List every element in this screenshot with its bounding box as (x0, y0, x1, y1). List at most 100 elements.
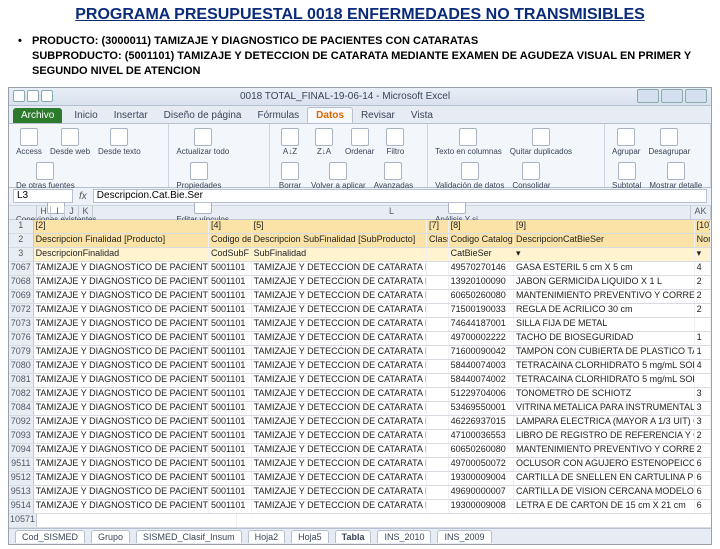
cell[interactable]: TONOMETRO DE SCHIOTZ (514, 388, 695, 401)
cell[interactable]: 19300009004 (449, 472, 514, 485)
cell[interactable] (427, 304, 449, 317)
ribbon-button[interactable]: Agrupar (610, 127, 642, 157)
ribbon-button[interactable]: Filtro (380, 127, 410, 157)
cell[interactable]: 49570270146 (449, 262, 514, 275)
cell[interactable]: 3 (695, 388, 711, 401)
row-num[interactable]: 3 (9, 248, 34, 261)
cell[interactable]: ▾ (695, 248, 711, 261)
sheet-tab[interactable]: Hoja5 (291, 530, 329, 543)
cell[interactable] (427, 444, 449, 457)
cell[interactable]: 4 (695, 360, 711, 373)
cell[interactable]: ▾ (514, 248, 695, 261)
maximize-icon[interactable] (661, 89, 683, 103)
cell[interactable]: 5001101 (209, 416, 252, 429)
cell[interactable]: CodSubF (209, 248, 252, 261)
ribbon-button[interactable]: Quitar duplicados (508, 127, 574, 157)
cell[interactable]: 6 (695, 472, 711, 485)
cell[interactable]: TAMIZAJE Y DETECCION DE CATARATA MEDIANT… (252, 276, 427, 289)
cell[interactable]: 5001101 (209, 346, 252, 359)
cell[interactable]: TAMIZAJE Y DETECCION DE CATARATA MEDIANT… (252, 430, 427, 443)
minimize-icon[interactable] (637, 89, 659, 103)
cell[interactable] (427, 248, 449, 261)
cell[interactable]: Codigo Catalogo Bienes y SERVICIOS [MEF] (449, 234, 514, 247)
cell[interactable]: 74644187001 (449, 318, 514, 331)
cell[interactable]: 5001101 (209, 360, 252, 373)
row-num[interactable]: 7082 (9, 388, 34, 401)
cell[interactable]: 58440074002 (449, 374, 514, 387)
ribbon-button[interactable]: Desde web (48, 127, 92, 157)
cell[interactable]: OCLUSOR CON AGUJERO ESTENOPEICO (514, 458, 695, 471)
row-num[interactable]: 10571 (9, 514, 37, 527)
ribbon-button[interactable]: Volver a aplicar (309, 161, 368, 191)
cell[interactable]: TAMIZAJE Y DIAGNOSTICO DE PACIENTES CON (34, 346, 209, 359)
undo-icon[interactable] (27, 90, 39, 102)
row-num[interactable]: 7084 (9, 402, 34, 415)
ribbon-button[interactable]: Avanzadas (372, 161, 415, 191)
cell[interactable]: TAMIZAJE Y DETECCION DE CATARATA MEDIANT… (252, 416, 427, 429)
file-menu[interactable]: Archivo (13, 108, 62, 123)
column-headers[interactable]: H I J K L AK (9, 206, 711, 220)
cell[interactable]: TAMIZAJE Y DETECCION DE CATARATA MEDIANT… (252, 486, 427, 499)
cell[interactable]: 5001101 (209, 388, 252, 401)
cell[interactable] (427, 318, 449, 331)
cell[interactable]: [10] (695, 220, 711, 233)
row-num[interactable]: 9512 (9, 472, 34, 485)
cell[interactable]: 49700002222 (449, 332, 514, 345)
close-icon[interactable] (685, 89, 707, 103)
ribbon-button[interactable]: Access (14, 127, 44, 157)
cell[interactable] (427, 402, 449, 415)
cell[interactable]: TAMIZAJE Y DETECCION DE CATARATA MEDIANT… (252, 346, 427, 359)
ribbon-button[interactable]: Mostrar detalle (647, 161, 704, 191)
row-num[interactable]: 2 (9, 234, 34, 247)
cell[interactable]: TAMIZAJE Y DETECCION DE CATARATA MEDIANT… (252, 332, 427, 345)
cell[interactable]: TAMIZAJE Y DIAGNOSTICO DE PACIENTES CON (34, 472, 209, 485)
cell[interactable]: 3 (695, 416, 711, 429)
cell[interactable]: TAMIZAJE Y DIAGNOSTICO DE PACIENTES CON (34, 276, 209, 289)
window-controls[interactable] (637, 89, 707, 103)
cell[interactable]: SubFinalidad (252, 248, 427, 261)
cell[interactable]: 71600090042 (449, 346, 514, 359)
cell[interactable] (695, 318, 711, 331)
cell[interactable]: DescripcionCatBieSer (514, 234, 695, 247)
cell[interactable]: TAMIZAJE Y DETECCION DE CATARATA MEDIANT… (252, 388, 427, 401)
cell[interactable]: TAMIZAJE Y DETECCION DE CATARATA MEDIANT… (252, 290, 427, 303)
name-box[interactable]: L3 (13, 189, 73, 203)
cell[interactable]: TAMIZAJE Y DIAGNOSTICO DE PACIENTES CON (34, 332, 209, 345)
row-num[interactable]: 7068 (9, 276, 34, 289)
ribbon-tab[interactable]: Datos (307, 107, 353, 123)
cell[interactable]: TAMIZAJE Y DIAGNOSTICO DE PACIENTES CON (34, 430, 209, 443)
ribbon-button[interactable]: Desagrupar (646, 127, 692, 157)
cell[interactable]: 5001101 (209, 444, 252, 457)
col-i[interactable]: I (51, 206, 65, 219)
cell[interactable]: [5] (252, 220, 427, 233)
cell[interactable]: TETRACAINA CLORHIDRATO 5 mg/mL SOL OFT 1… (514, 360, 695, 373)
cell[interactable]: [8] (449, 220, 514, 233)
cell[interactable]: 5001101 (209, 332, 252, 345)
cell[interactable]: 71500190033 (449, 304, 514, 317)
cell[interactable]: 5001101 (209, 262, 252, 275)
ribbon-button[interactable]: Borrar (275, 161, 305, 191)
row-num[interactable]: 7067 (9, 262, 34, 275)
ribbon-tabs[interactable]: Archivo InicioInsertarDiseño de páginaFó… (9, 106, 711, 124)
row-num[interactable]: 9511 (9, 458, 34, 471)
cell[interactable]: 2 (695, 290, 711, 303)
cell[interactable]: 2 (695, 430, 711, 443)
ribbon-button[interactable]: Actualizar todo (174, 127, 231, 157)
cell[interactable] (427, 430, 449, 443)
cell[interactable]: 58440074003 (449, 360, 514, 373)
cell[interactable]: TAMIZAJE Y DETECCION DE CATARATA MEDIANT… (252, 402, 427, 415)
cell[interactable]: 2 (695, 444, 711, 457)
cell[interactable] (427, 346, 449, 359)
cell[interactable] (427, 486, 449, 499)
cell[interactable]: Codigo de S (209, 234, 252, 247)
cell[interactable]: 60650260080 (449, 444, 514, 457)
cell[interactable]: SILLA FIJA DE METAL (514, 318, 695, 331)
cell[interactable]: 5001101 (209, 402, 252, 415)
cell[interactable]: 1 (695, 346, 711, 359)
cell[interactable]: TAMIZAJE Y DETECCION DE CATARATA MEDIANT… (252, 318, 427, 331)
cell[interactable]: TAMPON CON CUBIERTA DE PLASTICO TAMAÑO C… (514, 346, 695, 359)
spreadsheet-grid[interactable]: 1 [2] [4] [5] [7] [8] [9] [10] 2 Descrip… (9, 220, 711, 528)
cell[interactable] (427, 332, 449, 345)
cell[interactable]: TAMIZAJE Y DIAGNOSTICO DE PACIENTES CON (34, 374, 209, 387)
sheet-tabs[interactable]: Cod_SISMEDGrupoSISMED_Clasif_InsumHoja2H… (9, 528, 711, 544)
